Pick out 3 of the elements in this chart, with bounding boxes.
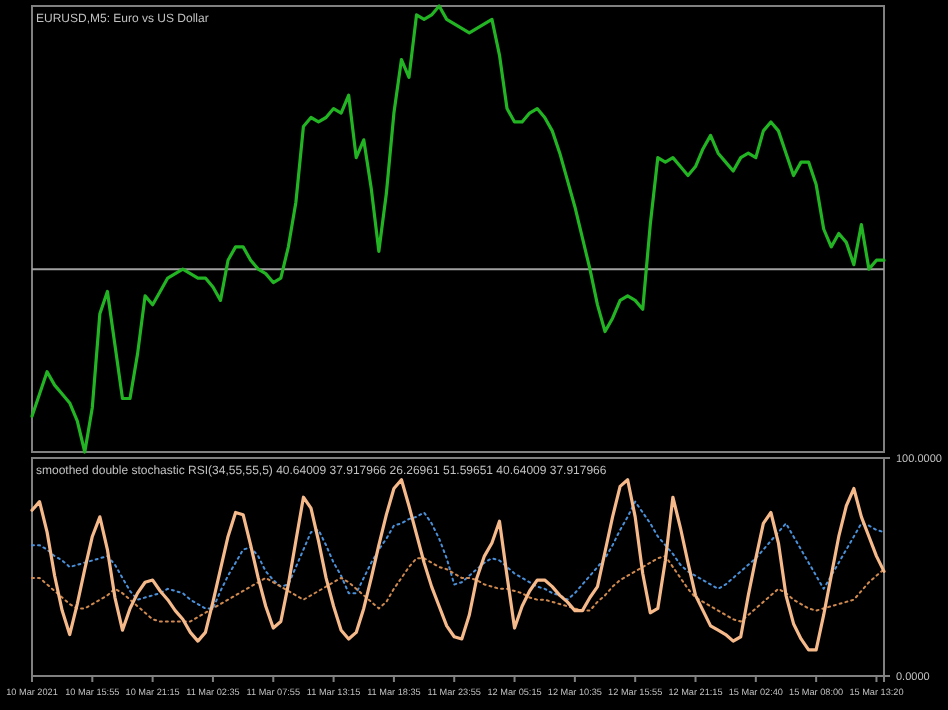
line-series [31, 500, 885, 610]
line-series [31, 555, 885, 623]
line-series [30, 478, 886, 652]
